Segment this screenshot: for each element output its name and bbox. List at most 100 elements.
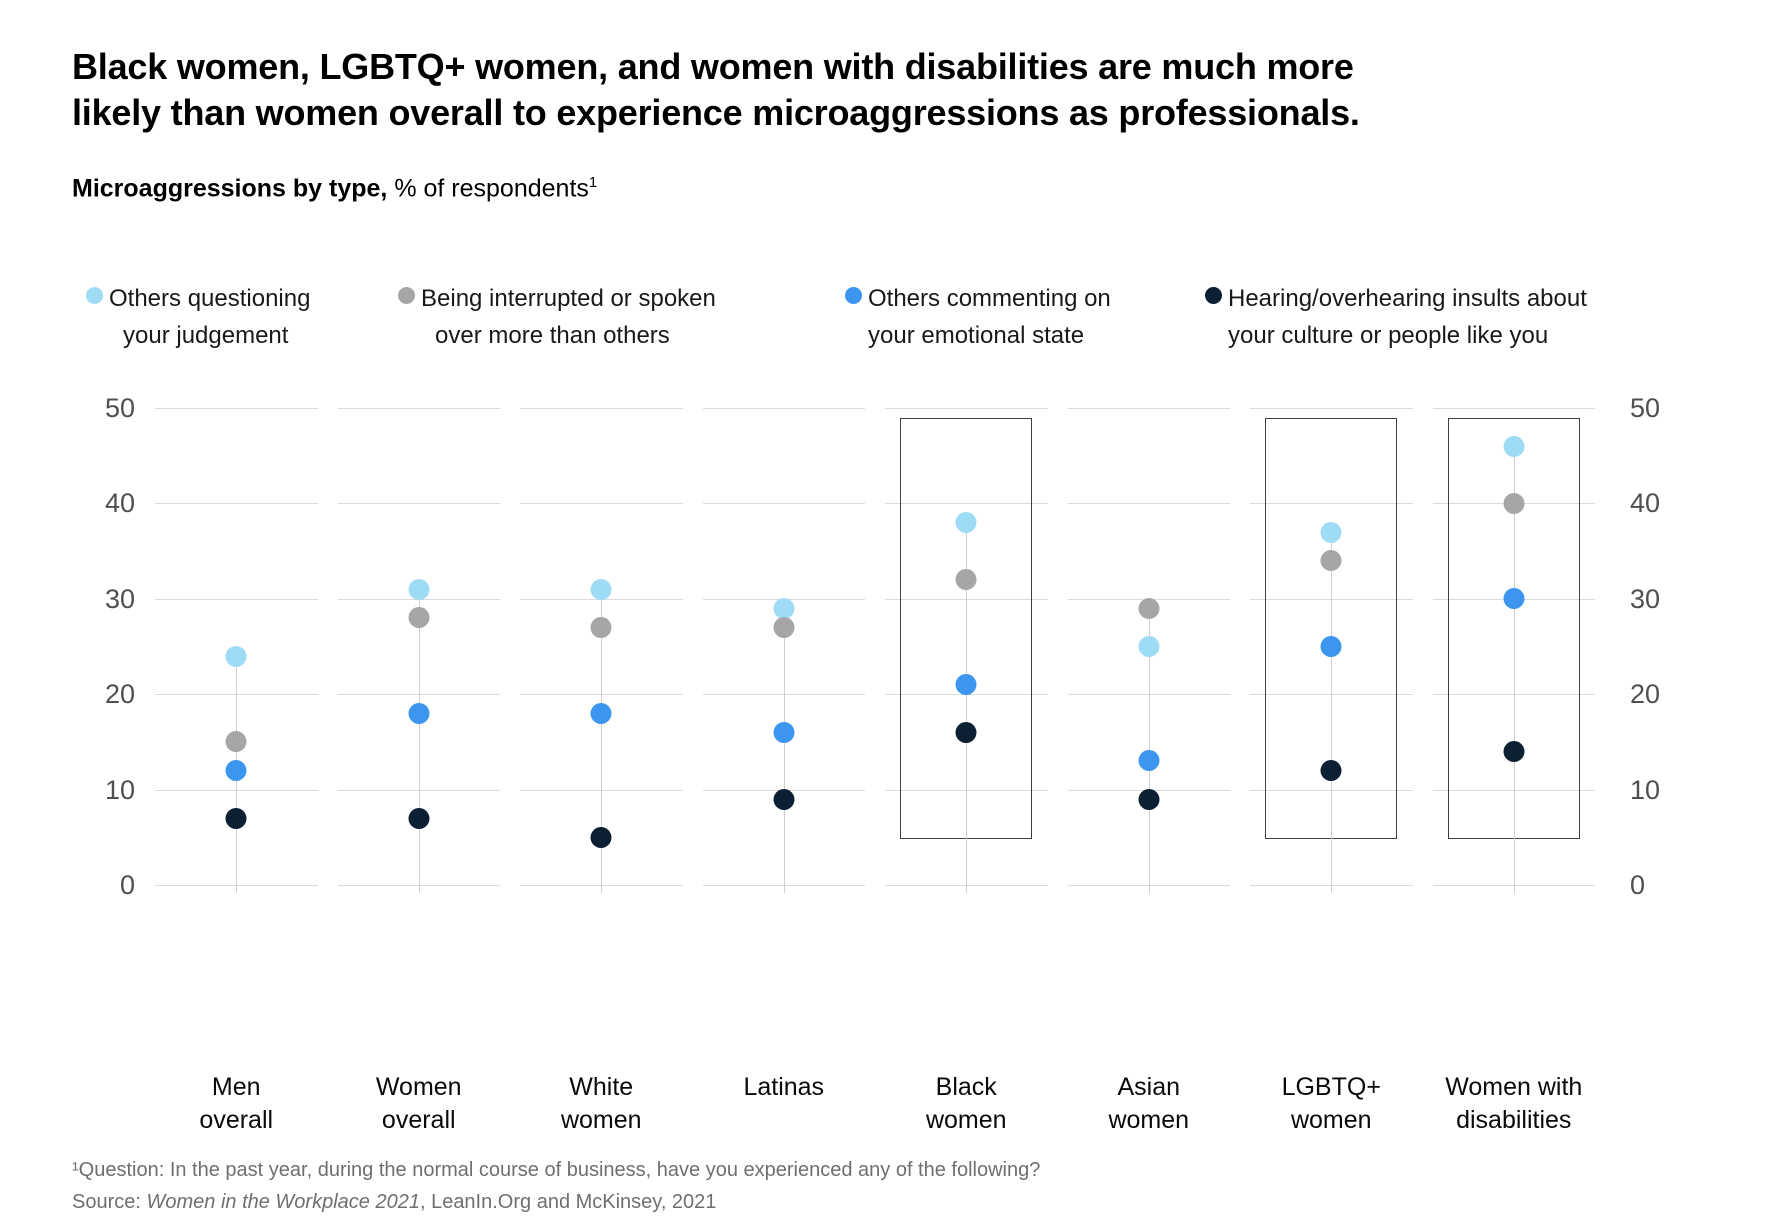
y-tick-label-right: 30 [1630,583,1661,614]
category-label: Men overall [133,1071,340,1137]
gridline-segment [1067,503,1230,505]
stem-line [1331,532,1333,893]
category-label-line: women [1108,1106,1190,1134]
stem-line [783,608,785,893]
legend-label: Being interrupted or spoken over more th… [421,280,716,354]
category-label-line: Asian [1117,1073,1181,1101]
data-point [1138,750,1160,772]
y-axis-left: 0 10 20 30 40 50 [55,393,135,900]
plot-area: Men overall Women overall White women Latinas B… [145,408,1606,1134]
category-label-line: Men [211,1073,261,1101]
gridline-segment [520,408,683,409]
gridline-segment [885,408,1048,409]
stem-line [1513,446,1515,893]
legend-label: Hearing/overhearing insults about your c… [1228,280,1587,354]
gridline-segment [520,503,683,505]
data-point [408,702,430,724]
source-title-italic: Women in the Workplace 2021 [146,1191,420,1213]
legend-item-emotional-state: Others commenting on your emotional stat… [845,280,1181,354]
gridline-segment [885,503,1048,505]
stem-line [601,589,603,893]
category-label-line: overall [199,1106,274,1134]
category-label: Latinas [681,1071,888,1104]
category-label-line: White [569,1073,634,1101]
legend-label-line: Hearing/overhearing insults about [1228,285,1587,312]
data-point [773,788,795,810]
gridline-segment [155,408,318,409]
y-tick-label-left: 10 [104,774,135,805]
source-prefix: Source: [72,1191,147,1213]
category-cell: Asian women [1058,408,1241,1134]
title-line-2: likely than women overall to experience … [72,92,1360,133]
legend-item-questioning-judgement: Others questioning your judgement [86,280,374,354]
category-label: White women [498,1071,705,1137]
gridline-segment [1067,408,1230,409]
data-point [1320,550,1342,572]
data-point [590,826,612,848]
legend-label: Others commenting on your emotional stat… [868,280,1111,354]
category-label: Asian women [1046,1071,1253,1137]
gridline-segment [155,503,318,505]
category-cell: Latinas [693,408,876,1101]
data-point [1138,636,1160,657]
category-cell: Black women [875,408,1058,1134]
category-label-line: Latinas [743,1073,825,1101]
y-tick-label-right: 40 [1630,488,1661,519]
legend-dot-blue-icon [845,287,862,304]
legend-label-line: Others questioning [109,285,311,312]
data-point [955,511,977,533]
data-point [408,807,430,829]
category-label: Women overall [316,1071,523,1137]
data-point [1503,492,1525,514]
legend-label-line: over more than others [435,322,670,349]
legend-dot-gray-icon [398,287,415,304]
data-point [590,616,612,638]
data-point [1138,597,1160,619]
category-label-line: disabilities [1456,1106,1572,1134]
data-point [773,597,795,619]
footnote-question: ¹Question: In the past year, during the … [72,1159,1041,1181]
gridline-segment [337,503,500,505]
y-tick-label-left: 0 [119,870,135,900]
gridline-segment [702,503,865,505]
subtitle-regular-text: % of respondents [387,174,589,203]
gridline-segment [337,408,500,409]
data-point [773,721,795,743]
data-point [955,721,977,743]
category-cell: White women [510,408,693,1134]
data-point [1503,740,1525,762]
category-label: Women with disabilities [1411,1071,1618,1137]
y-axis-right: 0 10 20 30 40 50 [1630,393,1710,900]
chart-subtitle: Microaggressions by type, % of responden… [72,174,597,203]
data-point [225,760,247,782]
data-point [590,578,612,600]
legend-label-line: your culture or people like you [1228,322,1549,349]
data-point [1503,435,1525,457]
legend-dot-navy-icon [1205,287,1222,304]
subtitle-footnote-marker: 1 [588,174,598,191]
y-tick-label-right: 10 [1630,774,1661,805]
subtitle-bold-text: Microaggressions by type, [72,174,388,203]
legend-label: Others questioning your judgement [109,280,310,354]
legend-label-line: Being interrupted or spoken [421,285,716,312]
footnote-source: Source: Women in the Workplace 2021, Lea… [72,1186,1040,1218]
data-point [225,807,247,829]
category-label-line: Black [935,1073,997,1101]
category-label-line: Women with [1445,1073,1583,1101]
data-point [773,616,795,638]
data-point [408,578,430,600]
category-cell: Women with disabilities [1423,408,1606,1134]
data-point [1320,760,1342,782]
y-tick-label-left: 50 [104,393,135,423]
legend-item-interrupted: Being interrupted or spoken over more th… [398,280,821,354]
category-label: LGBTQ+ women [1228,1071,1435,1137]
gridline-segment [702,408,865,409]
stem-line [418,589,420,893]
y-tick-label-left: 30 [104,583,135,614]
data-point [408,607,430,629]
category-cell: Women overall [328,408,511,1134]
data-point [1503,588,1525,610]
legend-label-line: your emotional state [868,322,1085,349]
y-tick-label-left: 40 [104,488,135,519]
